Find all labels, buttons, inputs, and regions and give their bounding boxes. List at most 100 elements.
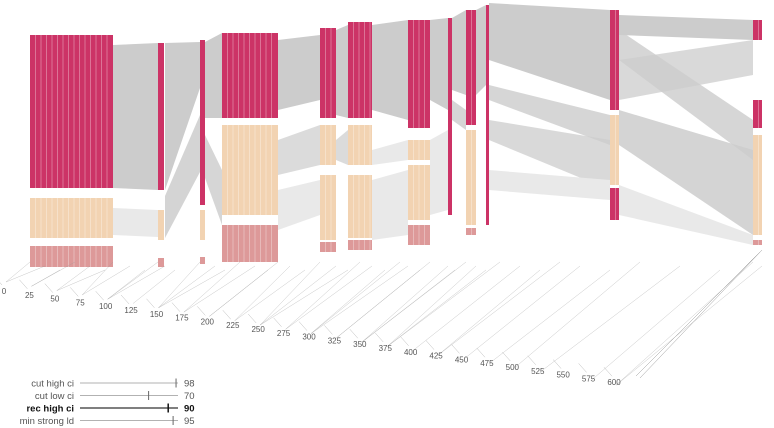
flow-band [165, 42, 200, 190]
axis-tick-line [273, 317, 282, 327]
connector-line [132, 269, 176, 304]
connector-line [387, 269, 487, 347]
flow-band [113, 208, 158, 237]
axis-tick-label: 600 [607, 378, 621, 387]
connector-line [387, 265, 477, 347]
axis-tick-label: 250 [251, 325, 265, 334]
flow-band [372, 20, 408, 120]
flow-band [489, 170, 610, 200]
axis-tick-line [120, 294, 130, 305]
connector-line [310, 265, 409, 334]
axis-tick-line [19, 279, 28, 289]
connector-line [336, 261, 431, 339]
node-block [222, 225, 278, 262]
axis-tick-label: 275 [277, 329, 291, 338]
connector-line [310, 261, 401, 334]
node-block [158, 210, 164, 240]
flow-band [619, 110, 753, 235]
axis-tick-label: 200 [201, 317, 215, 326]
connector-line [285, 261, 361, 330]
axis-tick-line [425, 340, 435, 350]
connector-line [5, 265, 46, 283]
axis-tick-label: 300 [302, 333, 316, 342]
node-column [222, 33, 278, 262]
connector-line [56, 265, 91, 291]
node-block [753, 240, 762, 245]
axis-tick-line [476, 348, 486, 358]
node-column [610, 10, 619, 220]
axis-tick-line [95, 291, 104, 301]
legend-label: cut low ci [35, 391, 74, 402]
connector-line [590, 269, 721, 382]
axis-tick-line [400, 336, 409, 346]
flow-band [619, 40, 753, 100]
flow-band [489, 120, 610, 190]
node-block [448, 18, 452, 215]
node-block [320, 125, 336, 165]
legend-value: 90 [184, 404, 195, 415]
axis-tick-label: 500 [506, 363, 520, 372]
axis-tick-label: 350 [353, 340, 367, 349]
axis-tick-line [578, 363, 587, 373]
node-block [30, 35, 113, 188]
node-block [753, 20, 762, 40]
connector-line [56, 269, 106, 291]
axis-tick-label: 0 [2, 287, 7, 296]
node-column [408, 20, 430, 245]
node-column [158, 43, 164, 267]
node-block [320, 242, 336, 252]
axis-tick-line [171, 302, 181, 312]
connector-line [209, 261, 279, 317]
node-column [30, 35, 113, 267]
connector-line [82, 265, 131, 296]
connector-line [285, 265, 373, 330]
node-column [320, 28, 336, 252]
node-block [753, 100, 762, 128]
connector-line [260, 265, 337, 326]
connector-line [234, 265, 291, 321]
axis-tick-label: 325 [328, 336, 342, 345]
axis-tick-label: 425 [429, 352, 443, 361]
axis-tick-line [527, 355, 536, 365]
connector-line [82, 261, 114, 296]
axis-tick-line [324, 325, 333, 335]
node-block [610, 188, 619, 220]
flow-layer [113, 3, 753, 245]
connector-line [260, 261, 321, 326]
flow-band [619, 15, 753, 40]
connector-line [514, 261, 641, 369]
axis-tick-label: 450 [455, 355, 469, 364]
node-column [348, 22, 372, 250]
node-block [466, 10, 476, 125]
legend-label: cut high ci [31, 379, 74, 390]
connector-line [437, 269, 541, 356]
flow-band [165, 115, 200, 238]
connector-line [539, 265, 681, 373]
node-block [348, 175, 372, 238]
flow-band [430, 18, 448, 110]
axis-tick-label: 50 [50, 295, 59, 304]
flow-band [278, 125, 320, 175]
node-block [348, 22, 372, 118]
axis-tick-label: 375 [379, 344, 393, 353]
node-block [610, 10, 619, 110]
block-layer [5, 5, 763, 386]
flow-band [336, 130, 348, 165]
flow-band [452, 100, 466, 130]
axis-tick-line [146, 298, 155, 308]
connector-line [361, 261, 467, 343]
axis-tick-line [298, 321, 308, 331]
connector-line [639, 249, 763, 379]
axis-tick-label: 525 [531, 367, 545, 376]
axis-tick-line [375, 332, 384, 343]
axis-tick-label: 150 [150, 310, 164, 319]
axis-tick-label: 125 [124, 306, 138, 315]
connector-line [31, 261, 76, 287]
legend-value: 70 [184, 391, 195, 402]
axis-tick-label: 75 [76, 298, 85, 307]
node-block [408, 20, 430, 128]
node-block [753, 135, 762, 235]
node-block [320, 175, 336, 240]
connector-line [463, 265, 581, 360]
